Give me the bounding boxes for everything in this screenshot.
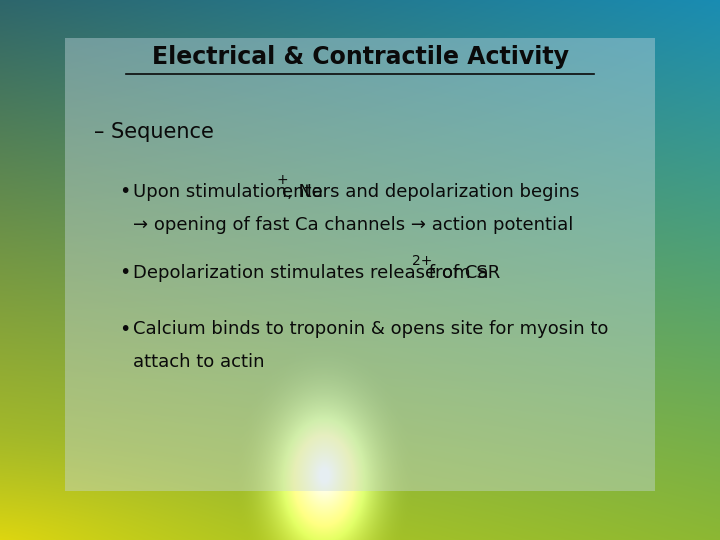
Text: from SR: from SR <box>423 264 500 282</box>
FancyBboxPatch shape <box>65 38 655 491</box>
Text: attach to actin: attach to actin <box>133 353 265 371</box>
Text: +: + <box>276 173 288 187</box>
Text: 2+: 2+ <box>412 254 433 268</box>
Text: Calcium binds to troponin & opens site for myosin to: Calcium binds to troponin & opens site f… <box>133 320 608 339</box>
Text: •: • <box>119 263 130 282</box>
Text: Electrical & Contractile Activity: Electrical & Contractile Activity <box>151 45 569 69</box>
Text: •: • <box>119 182 130 201</box>
Text: – Sequence: – Sequence <box>94 122 213 143</box>
Text: → opening of fast Ca channels → action potential: → opening of fast Ca channels → action p… <box>133 216 574 234</box>
Text: Upon stimulation, Na: Upon stimulation, Na <box>133 183 323 201</box>
Text: Depolarization stimulates release of Ca: Depolarization stimulates release of Ca <box>133 264 489 282</box>
Text: enters and depolarization begins: enters and depolarization begins <box>282 183 579 201</box>
Text: •: • <box>119 320 130 339</box>
